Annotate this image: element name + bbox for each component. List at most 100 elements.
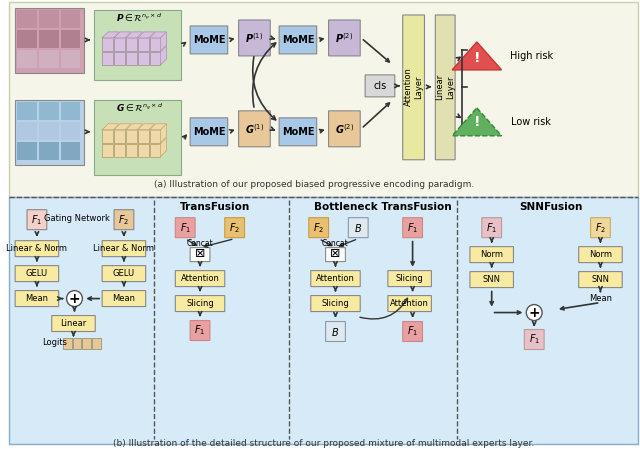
Bar <box>17 50 37 68</box>
FancyBboxPatch shape <box>524 330 544 349</box>
FancyBboxPatch shape <box>403 321 422 342</box>
Text: $\boldsymbol{G}^{(2)}$: $\boldsymbol{G}^{(2)}$ <box>335 122 354 136</box>
Text: Attention
Layer: Attention Layer <box>404 67 423 106</box>
Bar <box>17 122 37 140</box>
Bar <box>114 38 125 51</box>
Bar <box>102 130 113 143</box>
FancyBboxPatch shape <box>190 118 228 146</box>
Bar <box>92 338 101 349</box>
Polygon shape <box>102 32 119 38</box>
FancyBboxPatch shape <box>279 26 317 54</box>
FancyBboxPatch shape <box>579 272 622 287</box>
Text: cls: cls <box>373 81 387 91</box>
Bar <box>83 338 92 349</box>
Polygon shape <box>126 124 143 130</box>
Text: Linear: Linear <box>60 319 86 328</box>
FancyBboxPatch shape <box>328 20 360 56</box>
Bar <box>15 100 84 165</box>
Text: $F_1$: $F_1$ <box>195 324 205 337</box>
Text: Linear
Layer: Linear Layer <box>436 74 455 100</box>
FancyBboxPatch shape <box>403 15 424 160</box>
Text: High risk: High risk <box>509 51 553 61</box>
Text: (b) Illustration of the detailed structure of our proposed mixture of multimodal: (b) Illustration of the detailed structu… <box>113 439 534 448</box>
Text: !: ! <box>474 115 480 129</box>
FancyBboxPatch shape <box>190 321 210 340</box>
Bar <box>17 10 37 28</box>
Text: $F_1$: $F_1$ <box>486 221 497 234</box>
Text: $B$: $B$ <box>354 222 362 233</box>
FancyBboxPatch shape <box>388 295 431 312</box>
Bar <box>17 30 37 48</box>
Bar <box>39 102 59 120</box>
Text: TransFusion: TransFusion <box>180 202 250 211</box>
Bar <box>17 102 37 120</box>
Polygon shape <box>452 108 502 136</box>
FancyBboxPatch shape <box>482 218 502 238</box>
Bar <box>126 38 137 51</box>
Text: $F_1$: $F_1$ <box>407 325 418 339</box>
Text: Attention: Attention <box>180 274 220 283</box>
Bar <box>94 100 181 175</box>
Bar <box>150 38 161 51</box>
Text: Logits: Logits <box>42 338 67 347</box>
FancyBboxPatch shape <box>190 26 228 54</box>
FancyBboxPatch shape <box>308 218 328 238</box>
Text: +: + <box>529 306 540 320</box>
Text: Slicing: Slicing <box>322 299 349 308</box>
Circle shape <box>526 304 542 321</box>
Text: Low risk: Low risk <box>511 117 551 127</box>
Text: SNNFusion: SNNFusion <box>519 202 582 211</box>
Bar <box>39 122 59 140</box>
Polygon shape <box>452 42 502 70</box>
Bar <box>150 52 161 65</box>
Text: !: ! <box>474 51 480 65</box>
Text: $F_1$: $F_1$ <box>180 221 191 234</box>
FancyBboxPatch shape <box>311 271 360 286</box>
FancyBboxPatch shape <box>326 321 346 342</box>
Bar <box>126 130 137 143</box>
Polygon shape <box>161 46 166 65</box>
Polygon shape <box>150 32 166 38</box>
Bar <box>61 30 81 48</box>
Bar <box>126 144 137 157</box>
Text: $\boldsymbol{P}^{(2)}$: $\boldsymbol{P}^{(2)}$ <box>335 31 353 45</box>
FancyBboxPatch shape <box>365 75 395 97</box>
Bar <box>61 102 81 120</box>
Text: $F_2$: $F_2$ <box>595 221 606 234</box>
Polygon shape <box>114 124 131 130</box>
Bar <box>9 197 638 445</box>
Text: MoME: MoME <box>193 127 225 137</box>
FancyBboxPatch shape <box>388 271 431 286</box>
FancyBboxPatch shape <box>15 291 59 307</box>
Text: $\boldsymbol{P} \in \mathcal{R}^{n_p \times d}$: $\boldsymbol{P} \in \mathcal{R}^{n_p \ti… <box>116 12 163 24</box>
Text: $B$: $B$ <box>332 326 340 338</box>
Text: Gating Network: Gating Network <box>44 214 109 223</box>
Bar <box>102 52 113 65</box>
FancyBboxPatch shape <box>239 20 270 56</box>
Polygon shape <box>126 32 143 38</box>
Bar <box>39 142 59 160</box>
FancyBboxPatch shape <box>175 218 195 238</box>
Bar <box>126 52 137 65</box>
FancyBboxPatch shape <box>239 111 270 147</box>
Text: SNN: SNN <box>483 275 500 284</box>
FancyBboxPatch shape <box>326 248 346 262</box>
Text: Concat: Concat <box>187 239 213 248</box>
Text: Norm: Norm <box>589 250 612 259</box>
Bar <box>61 10 81 28</box>
Text: Attention: Attention <box>316 274 355 283</box>
Bar <box>61 142 81 160</box>
Bar <box>138 144 148 157</box>
Bar <box>138 52 148 65</box>
FancyBboxPatch shape <box>225 218 244 238</box>
FancyBboxPatch shape <box>328 111 360 147</box>
Bar <box>138 130 148 143</box>
Text: Linear & Norm: Linear & Norm <box>93 244 154 253</box>
Text: MoME: MoME <box>193 35 225 45</box>
Polygon shape <box>161 138 166 157</box>
Bar <box>102 38 113 51</box>
Text: $F_1$: $F_1$ <box>31 213 42 227</box>
Polygon shape <box>161 124 166 143</box>
Bar <box>94 10 181 80</box>
Text: Bottleneck TransFusion: Bottleneck TransFusion <box>314 202 452 211</box>
